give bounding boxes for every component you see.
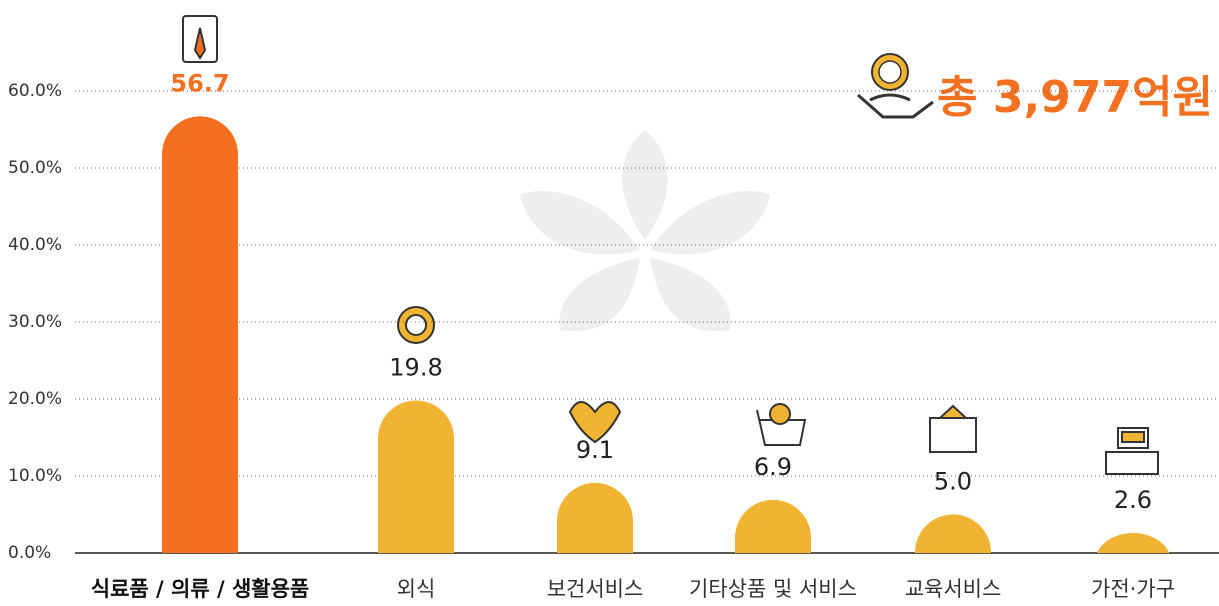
watermark-logo bbox=[520, 130, 770, 331]
x-tick-label: 외식 bbox=[397, 577, 436, 601]
y-tick-label: 30.0% bbox=[8, 312, 62, 332]
x-tick-label: 식료품 / 의류 / 생활용품 bbox=[91, 577, 309, 601]
y-tick-label: 60.0% bbox=[8, 81, 62, 101]
y-tick-label: 20.0% bbox=[8, 389, 62, 409]
value-label: 9.1 bbox=[576, 436, 614, 464]
x-tick-label: 가전·가구 bbox=[1091, 577, 1175, 601]
value-label: 5.0 bbox=[934, 468, 972, 496]
bar bbox=[162, 116, 238, 591]
x-tick-label: 교육서비스 bbox=[905, 577, 1002, 601]
y-tick-label: 50.0% bbox=[8, 158, 62, 178]
y-tick-label: 0.0% bbox=[8, 543, 51, 563]
value-label: 56.7 bbox=[170, 69, 229, 97]
y-tick-label: 10.0% bbox=[8, 466, 62, 486]
value-label: 6.9 bbox=[754, 453, 792, 481]
coin-hand-icon bbox=[858, 54, 933, 117]
value-label: 19.8 bbox=[389, 354, 442, 382]
chart: 총 3,977억원 0.0% 10.0% 20.0% 30.0% 40.0% 50.0% 6… bbox=[0, 0, 1219, 606]
y-tick-label: 40.0% bbox=[8, 235, 62, 255]
value-label: 2.6 bbox=[1114, 486, 1152, 514]
x-tick-label: 기타상품 및 서비스 bbox=[689, 577, 857, 601]
bar bbox=[557, 483, 633, 591]
total-annotation: 총 3,977억원 bbox=[937, 72, 1213, 123]
bar bbox=[378, 401, 454, 591]
x-tick-label: 보건서비스 bbox=[547, 577, 644, 601]
